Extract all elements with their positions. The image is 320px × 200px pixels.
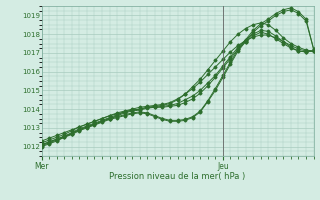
X-axis label: Pression niveau de la mer( hPa ): Pression niveau de la mer( hPa ) [109,172,246,181]
